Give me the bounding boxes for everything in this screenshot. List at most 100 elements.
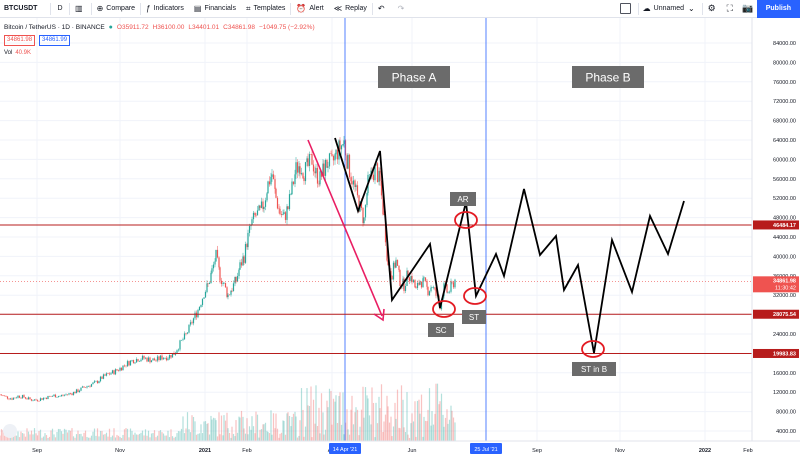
- candle-body: [12, 397, 15, 400]
- candle-body: [234, 276, 236, 284]
- candle-body: [311, 154, 313, 165]
- alert-button[interactable]: ⏰ Alert: [291, 0, 328, 18]
- candle-body: [356, 185, 359, 196]
- fullscreen-icon[interactable]: ⛶: [726, 3, 733, 13]
- candle-body: [53, 394, 55, 397]
- volume-bar: [218, 412, 220, 441]
- candle-body: [236, 276, 239, 282]
- candle-body: [271, 174, 273, 177]
- volume-bar: [295, 416, 297, 441]
- templates-button[interactable]: ⌗ Templates: [241, 0, 290, 18]
- publish-button[interactable]: Publish: [756, 0, 800, 18]
- volume-bar: [342, 392, 344, 441]
- volume-bar: [371, 387, 373, 441]
- toolbar-divider: [290, 2, 292, 15]
- volume-bar: [408, 437, 411, 441]
- volume-bar: [319, 433, 321, 441]
- last-price-tag-bg: [753, 276, 799, 293]
- symbol-search-button[interactable]: BTCUSDT: [4, 5, 38, 12]
- price-chart[interactable]: Phase A Phase B AR SC ST ST in B 84000.00 8000…: [0, 18, 800, 457]
- sell-price-box[interactable]: 34861.98: [4, 35, 36, 46]
- volume-bar: [77, 430, 79, 441]
- volume-bar: [2, 430, 4, 441]
- candle-body: [250, 225, 252, 227]
- candle-body: [93, 381, 96, 383]
- volume-bar: [447, 423, 449, 441]
- layout-name-button[interactable]: ☁ Unnamed ⌄: [639, 0, 702, 18]
- volume-bar: [372, 402, 375, 441]
- volume-bar: [228, 432, 231, 441]
- candle-body: [208, 283, 211, 284]
- volume-bar: [274, 428, 276, 441]
- volume-bar: [208, 434, 211, 441]
- candle-body: [404, 286, 407, 291]
- compare-label: Compare: [106, 5, 136, 12]
- volume-bar: [92, 431, 94, 441]
- candle-body: [390, 271, 392, 276]
- candle-body: [149, 357, 151, 363]
- volume-bar: [312, 399, 315, 441]
- volume-bar: [440, 393, 443, 441]
- candle-body: [275, 188, 277, 198]
- layout-select-icon[interactable]: [619, 3, 631, 14]
- volume-bar: [132, 434, 135, 441]
- time-axis[interactable]: SepNov2021FebAprJunSepNov2022Feb14 Apr '…: [0, 424, 800, 457]
- candle-body: [132, 360, 135, 364]
- date-marker-tag: 25 Jul '21: [474, 447, 497, 453]
- candle-body: [141, 355, 144, 360]
- candle-body: [83, 386, 85, 388]
- undo-button[interactable]: ↶: [373, 0, 393, 18]
- toolbar-divider: [637, 2, 639, 15]
- candle-body: [448, 291, 451, 293]
- redo-button[interactable]: ↷: [393, 0, 413, 18]
- indicators-button[interactable]: ƒ Indicators: [141, 0, 189, 18]
- candle-body: [215, 249, 217, 262]
- price-axis[interactable]: 84000.00 80000.00 76000.00 72000.00 68000.00…: [751, 18, 800, 457]
- financials-button[interactable]: ▤ Financials: [189, 0, 241, 18]
- candle-body: [248, 226, 251, 233]
- candle-body: [292, 181, 295, 185]
- candle-body: [48, 395, 51, 397]
- price-tick-label: 84000.00: [773, 41, 796, 47]
- volume-bar: [430, 425, 432, 441]
- volume-bar: [346, 409, 348, 441]
- candle-body: [410, 276, 412, 281]
- candle-body: [264, 200, 267, 207]
- volume-bar: [454, 422, 456, 441]
- candle-body: [9, 398, 12, 400]
- countdown-tag: 11:30:42: [775, 285, 796, 291]
- candle-body: [74, 391, 76, 394]
- last-price-tag: 34861.98: [773, 278, 796, 284]
- price-tick-label: 8000.00: [776, 410, 796, 416]
- st-label: ST: [469, 313, 479, 322]
- replay-button[interactable]: ≪ Replay: [329, 0, 372, 18]
- candle-body: [68, 393, 70, 395]
- candle-body: [2, 395, 4, 397]
- candle-body: [279, 208, 281, 215]
- volume-bar: [78, 434, 81, 441]
- candle-body: [159, 355, 162, 361]
- volume-bar: [307, 405, 309, 441]
- camera-icon[interactable]: 📷: [742, 3, 754, 13]
- volume-bar: [29, 434, 31, 441]
- volume-bar: [131, 430, 133, 441]
- volume-bar: [197, 433, 199, 441]
- candle-body: [263, 206, 265, 210]
- candle-body: [104, 374, 106, 376]
- volume-bar: [343, 434, 345, 441]
- candle-body: [129, 360, 132, 366]
- settings-gear-icon[interactable]: ⚙: [707, 3, 716, 13]
- replay-icon: ≪: [333, 4, 343, 13]
- date-marker-tag-bg: [329, 443, 361, 454]
- candle-body: [60, 395, 63, 396]
- volume-bar: [259, 429, 261, 441]
- compare-button[interactable]: ⊕ Compare: [92, 0, 141, 18]
- candle-body: [391, 275, 393, 280]
- volume-bar: [105, 432, 108, 441]
- volume-bar: [159, 430, 162, 441]
- candles-style-button[interactable]: ▥: [70, 0, 91, 18]
- candle-body: [430, 287, 432, 292]
- volume-bar: [20, 431, 22, 441]
- buy-price-box[interactable]: 34861.99: [39, 35, 71, 46]
- interval-button[interactable]: D: [57, 5, 63, 12]
